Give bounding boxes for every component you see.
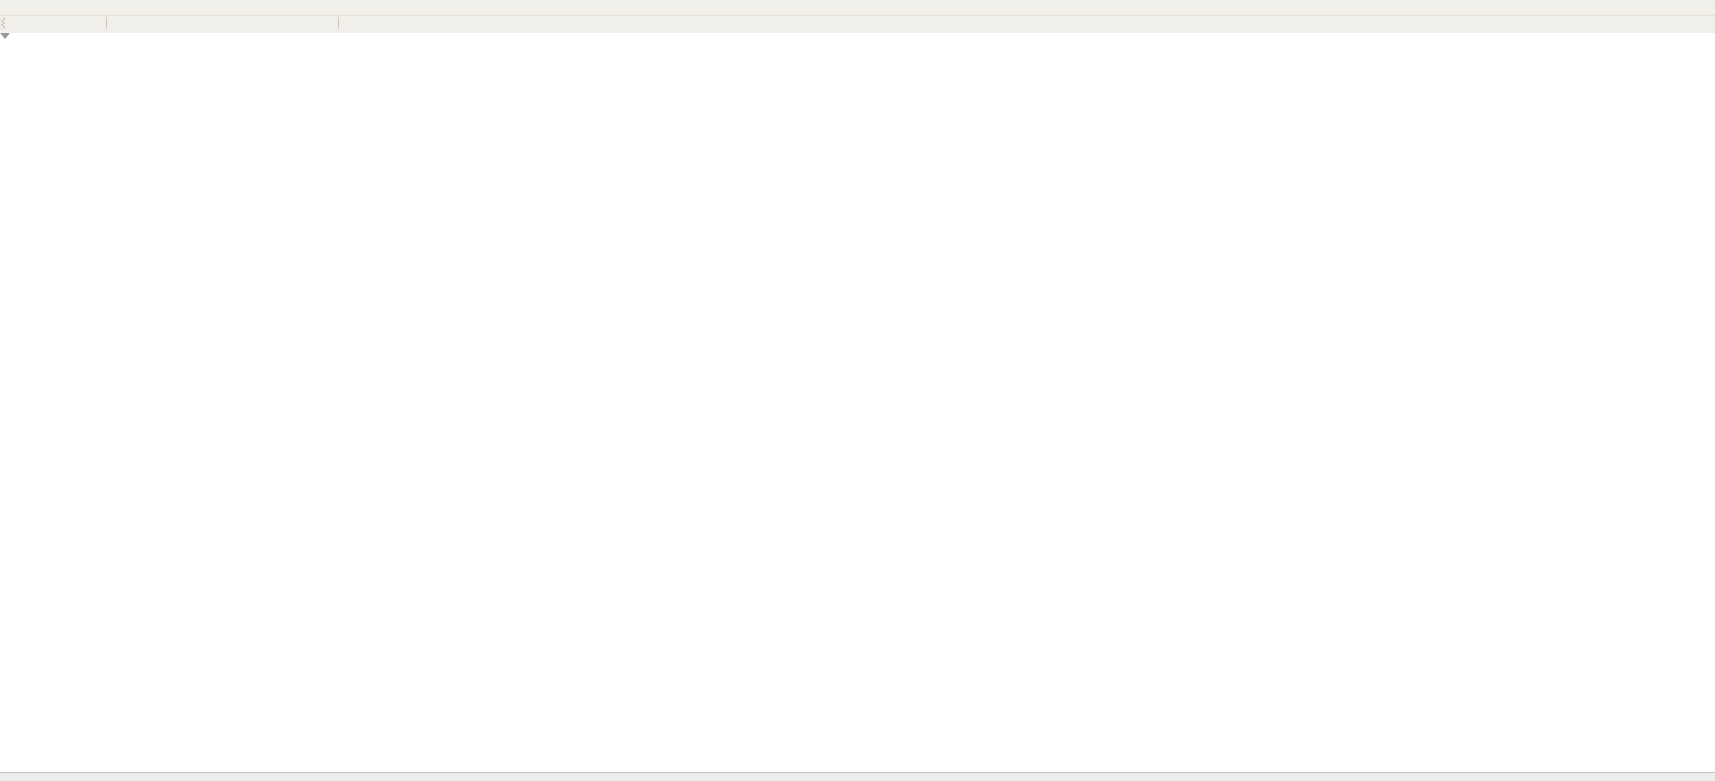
toolbar-separator bbox=[106, 17, 107, 29]
chart-canvas[interactable] bbox=[0, 33, 1715, 773]
chart-window bbox=[0, 33, 1715, 773]
window-bottom-edge bbox=[0, 772, 1715, 781]
toolbar-timeframes bbox=[0, 16, 1715, 34]
toolbar-drag-handle[interactable] bbox=[1, 18, 5, 29]
toolbar-main bbox=[0, 0, 1715, 16]
chart-shift-marker[interactable] bbox=[0, 33, 10, 39]
toolbar-separator bbox=[338, 17, 339, 29]
rsi-indicator-label bbox=[9, 33, 19, 45]
chart-title bbox=[8, 72, 19, 84]
